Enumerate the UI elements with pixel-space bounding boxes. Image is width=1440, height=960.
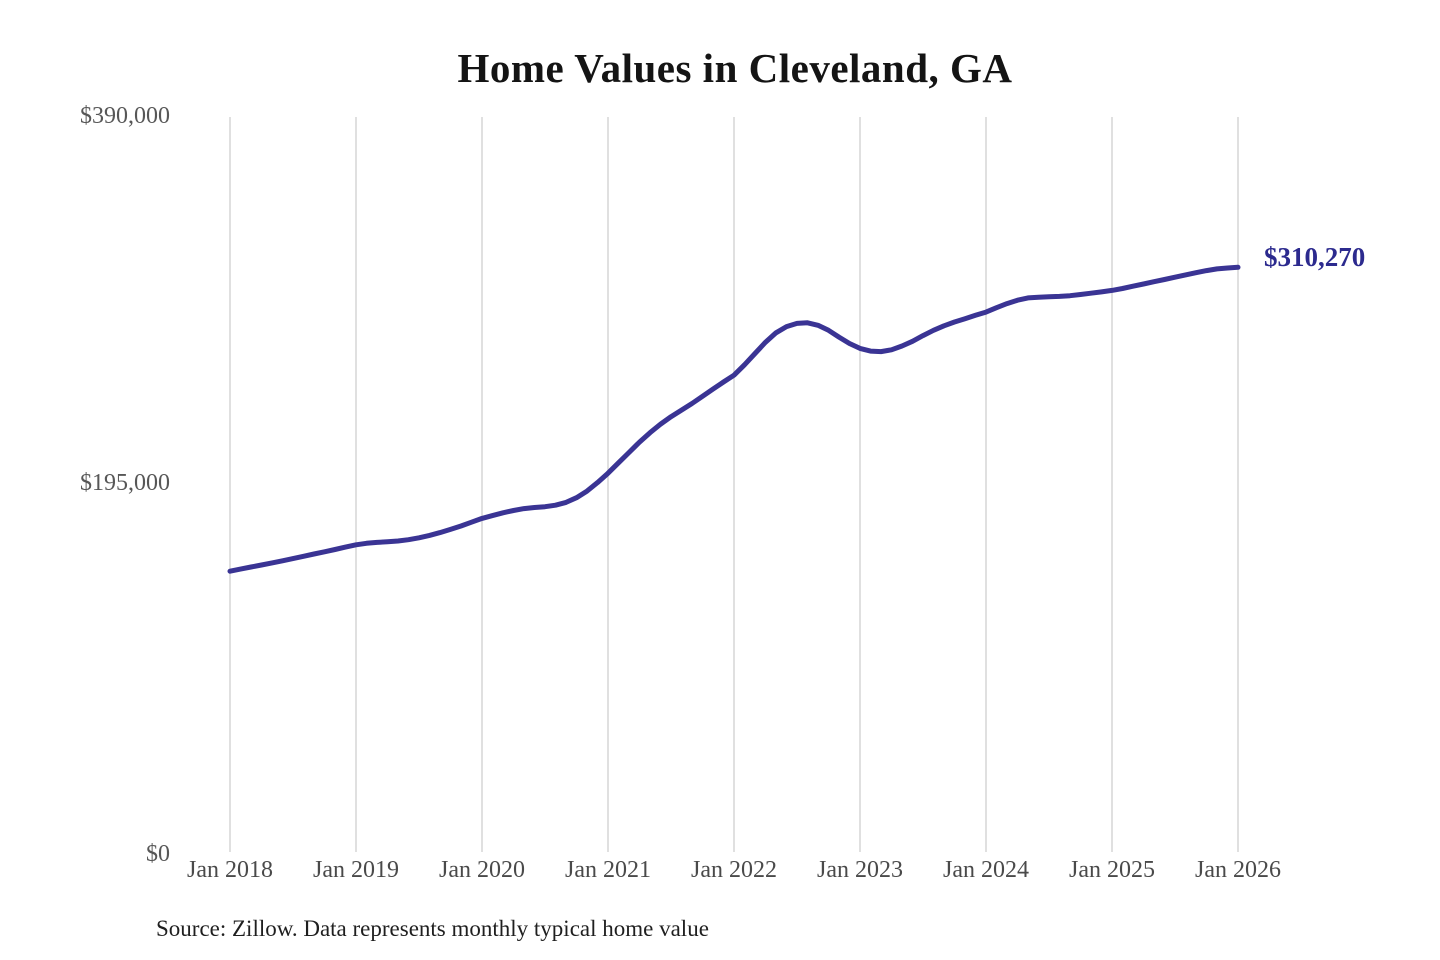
x-tick-label: Jan 2023 [817, 857, 903, 883]
source-note: Source: Zillow. Data represents monthly … [156, 916, 709, 941]
chart-title: Home Values in Cleveland, GA [457, 45, 1013, 91]
x-tick-label: Jan 2019 [313, 857, 399, 883]
x-tick-label: Jan 2022 [691, 857, 777, 883]
x-tick-label: Jan 2018 [187, 857, 273, 883]
y-tick-0: $0 [146, 841, 170, 867]
y-tick-195000: $195,000 [80, 470, 170, 496]
end-value-label: $310,270 [1264, 242, 1366, 272]
x-tick-label: Jan 2020 [439, 857, 525, 883]
x-tick-label: Jan 2021 [565, 857, 651, 883]
x-tick-label: Jan 2024 [943, 857, 1029, 883]
home-value-line [227, 264, 1241, 574]
x-tick-label: Jan 2026 [1195, 857, 1281, 883]
y-tick-390000: $390,000 [80, 103, 170, 129]
x-tick-label: Jan 2025 [1069, 857, 1155, 883]
